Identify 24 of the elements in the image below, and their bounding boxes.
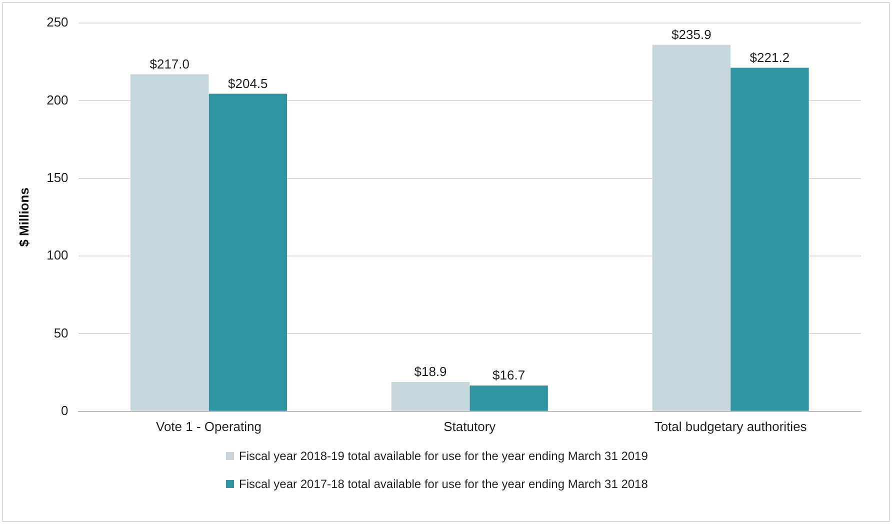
data-label: $217.0	[150, 56, 190, 72]
bar	[652, 44, 731, 411]
legend-label: Fiscal year 2017-18 total available for use for the year ending March 31 2018	[239, 477, 648, 491]
bar	[391, 382, 470, 411]
y-tick-label: 150	[46, 170, 68, 185]
data-label: $235.9	[672, 26, 712, 42]
bar	[470, 385, 548, 411]
y-tick-label: 200	[46, 92, 68, 108]
y-tick-label: 50	[54, 325, 68, 340]
bar	[130, 74, 209, 411]
x-tick-label: Total budgetary authorities	[654, 418, 808, 434]
data-label: $221.2	[750, 50, 790, 65]
x-tick-label: Vote 1 - Operating	[156, 418, 262, 434]
legend-label: Fiscal year 2018-19 total available for use for the year ending March 31 2019	[239, 449, 648, 463]
data-label: $204.5	[228, 76, 268, 91]
y-tick-label: 0	[61, 402, 68, 418]
y-tick-label: 100	[46, 248, 68, 263]
data-label: $18.9	[414, 364, 447, 380]
bar	[208, 94, 288, 411]
data-label: $16.7	[492, 368, 526, 383]
bar	[730, 68, 809, 411]
y-axis-title: $ Millions	[16, 188, 32, 247]
x-tick-label: Statutory	[444, 418, 496, 434]
y-tick-label: 250	[46, 14, 68, 30]
